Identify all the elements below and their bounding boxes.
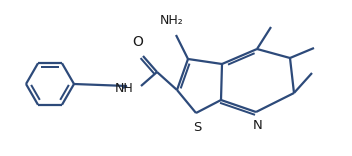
Text: N: N bbox=[253, 119, 263, 132]
Text: NH: NH bbox=[114, 81, 133, 95]
Text: S: S bbox=[193, 121, 201, 134]
Text: O: O bbox=[133, 35, 143, 49]
Text: NH₂: NH₂ bbox=[160, 14, 184, 27]
